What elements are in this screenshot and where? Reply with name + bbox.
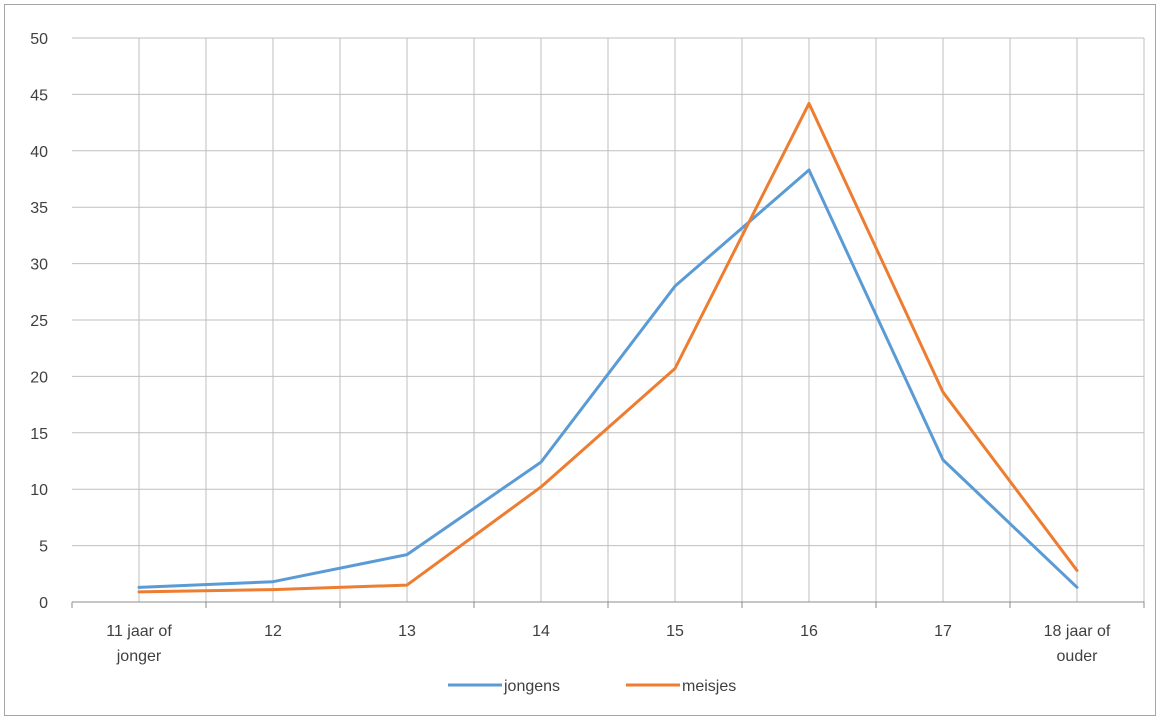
y-tick-label: 20 <box>30 369 48 386</box>
gridlines <box>72 37 1145 602</box>
y-tick-label: 45 <box>30 87 48 104</box>
axes: 0 5 10 15 20 25 30 35 40 45 50 11 jaar of jonger 12 13… <box>30 31 1145 665</box>
x-tick-label: 15 <box>666 623 684 640</box>
y-tick-label: 30 <box>30 257 48 274</box>
y-tick-label: 40 <box>30 144 48 161</box>
x-tick-label: 16 <box>800 623 818 640</box>
x-tick-label: 11 jaar of jonger <box>106 623 172 665</box>
x-tick-label: 17 <box>934 623 952 640</box>
x-tick-label: 13 <box>398 623 416 640</box>
x-tick-label: 18 jaar of ouder <box>1044 623 1111 665</box>
y-tick-label: 10 <box>30 482 48 499</box>
series-lines <box>137 101 1079 594</box>
series-line-jongens <box>137 168 1079 589</box>
y-tick-label: 5 <box>39 539 48 556</box>
legend: jongens meisjes <box>448 678 736 695</box>
legend-label-meisjes: meisjes <box>682 678 736 695</box>
y-tick-label: 50 <box>30 31 48 48</box>
y-tick-label: 35 <box>30 200 48 217</box>
y-tick-label: 0 <box>39 595 48 612</box>
series-line-meisjes <box>137 101 1079 594</box>
chart-frame <box>4 4 1156 716</box>
y-tick-label: 15 <box>30 426 48 443</box>
legend-label-jongens: jongens <box>503 678 560 695</box>
x-tick-label: 12 <box>264 623 282 640</box>
y-tick-label: 25 <box>30 313 48 330</box>
x-tick-label: 14 <box>532 623 550 640</box>
